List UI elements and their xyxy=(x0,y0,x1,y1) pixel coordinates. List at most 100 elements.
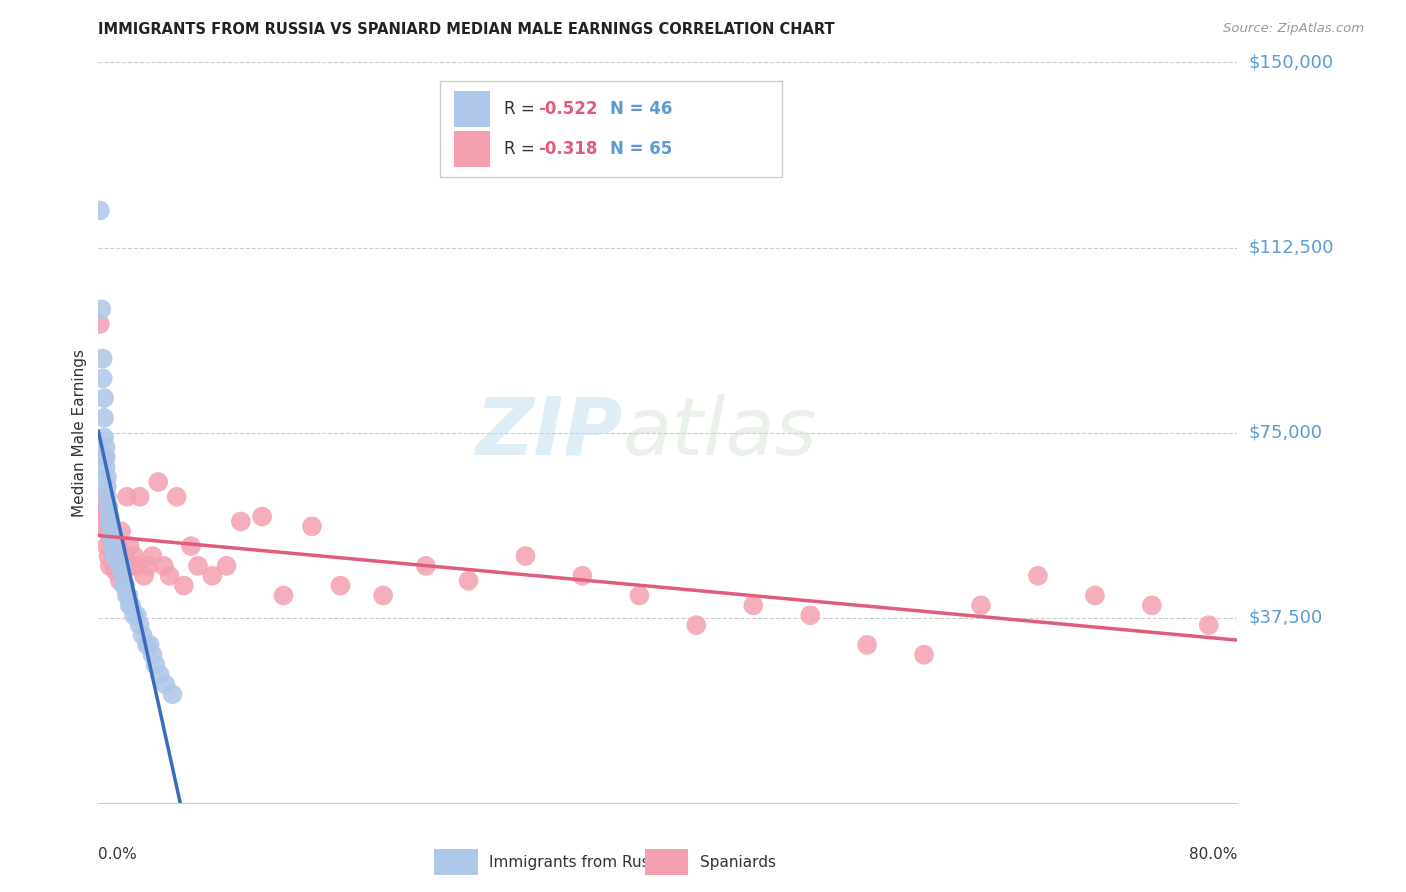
Point xyxy=(180,539,202,553)
Point xyxy=(90,490,112,504)
Point xyxy=(96,470,118,484)
Point xyxy=(141,648,163,662)
Point xyxy=(97,549,120,563)
Point xyxy=(110,524,132,539)
Text: atlas: atlas xyxy=(623,393,817,472)
Point xyxy=(1198,618,1220,632)
Point xyxy=(93,431,115,445)
Point xyxy=(103,534,125,549)
Point xyxy=(98,558,121,573)
Point xyxy=(89,203,111,218)
Point xyxy=(329,579,352,593)
Point xyxy=(104,549,127,563)
Point xyxy=(100,519,122,533)
Point xyxy=(1084,589,1107,603)
Point xyxy=(159,568,181,582)
Point xyxy=(201,568,224,582)
Point xyxy=(104,549,127,563)
Point xyxy=(856,638,879,652)
Point xyxy=(100,529,122,543)
Point xyxy=(114,579,136,593)
Point xyxy=(104,564,127,578)
Text: N = 65: N = 65 xyxy=(610,140,672,158)
Point xyxy=(125,558,148,573)
FancyBboxPatch shape xyxy=(434,849,478,875)
Point xyxy=(93,391,115,405)
Point xyxy=(373,589,395,603)
Point xyxy=(912,648,935,662)
Point xyxy=(415,558,437,573)
Point xyxy=(91,500,114,514)
Point xyxy=(685,618,707,632)
Point xyxy=(96,539,118,553)
Text: $112,500: $112,500 xyxy=(1249,238,1334,257)
Point xyxy=(94,460,117,475)
Point xyxy=(110,558,132,573)
Point xyxy=(128,490,150,504)
Point xyxy=(101,539,124,553)
Point xyxy=(628,589,651,603)
Point xyxy=(94,441,117,455)
Point xyxy=(155,677,177,691)
Point xyxy=(125,608,148,623)
Text: $150,000: $150,000 xyxy=(1249,54,1333,71)
Point xyxy=(141,549,163,563)
Point xyxy=(138,638,160,652)
Point xyxy=(89,317,111,331)
Point xyxy=(108,558,131,573)
FancyBboxPatch shape xyxy=(454,131,491,167)
Point xyxy=(187,558,209,573)
Point xyxy=(117,589,139,603)
Point xyxy=(122,549,145,563)
FancyBboxPatch shape xyxy=(454,91,491,127)
Point xyxy=(118,599,141,613)
Text: $37,500: $37,500 xyxy=(1249,608,1323,627)
Point xyxy=(128,618,150,632)
Point xyxy=(132,568,155,582)
Point xyxy=(131,628,153,642)
Point xyxy=(105,549,128,563)
Point xyxy=(136,558,159,573)
Point xyxy=(94,500,117,514)
Point xyxy=(273,589,295,603)
Text: 0.0%: 0.0% xyxy=(98,847,138,863)
FancyBboxPatch shape xyxy=(440,81,782,178)
Point xyxy=(94,450,117,465)
Point xyxy=(98,529,121,543)
Point xyxy=(162,687,184,701)
Text: Spaniards: Spaniards xyxy=(700,855,776,870)
Point xyxy=(107,539,129,553)
Point xyxy=(93,410,115,425)
Point xyxy=(112,549,135,563)
FancyBboxPatch shape xyxy=(645,849,689,875)
Point xyxy=(97,524,120,539)
Text: R =: R = xyxy=(503,140,540,158)
Point xyxy=(93,519,115,533)
Point xyxy=(166,490,188,504)
Point xyxy=(105,558,128,573)
Point xyxy=(149,667,172,681)
Text: Source: ZipAtlas.com: Source: ZipAtlas.com xyxy=(1223,22,1364,36)
Point xyxy=(96,480,118,494)
Text: N = 46: N = 46 xyxy=(610,100,672,118)
Point xyxy=(97,500,120,514)
Point xyxy=(94,450,117,465)
Point xyxy=(107,549,129,563)
Point xyxy=(103,558,125,573)
Point xyxy=(103,549,125,563)
Point xyxy=(115,490,138,504)
Point xyxy=(90,302,112,317)
Point xyxy=(970,599,993,613)
Point xyxy=(135,638,157,652)
Point xyxy=(115,589,138,603)
Point xyxy=(96,509,118,524)
Text: Immigrants from Russia: Immigrants from Russia xyxy=(489,855,671,870)
Point xyxy=(101,539,124,553)
Point xyxy=(145,657,167,672)
Point xyxy=(103,549,125,563)
Point xyxy=(98,509,121,524)
Y-axis label: Median Male Earnings: Median Male Earnings xyxy=(72,349,87,516)
Point xyxy=(215,558,238,573)
Point xyxy=(742,599,765,613)
Point xyxy=(97,500,120,514)
